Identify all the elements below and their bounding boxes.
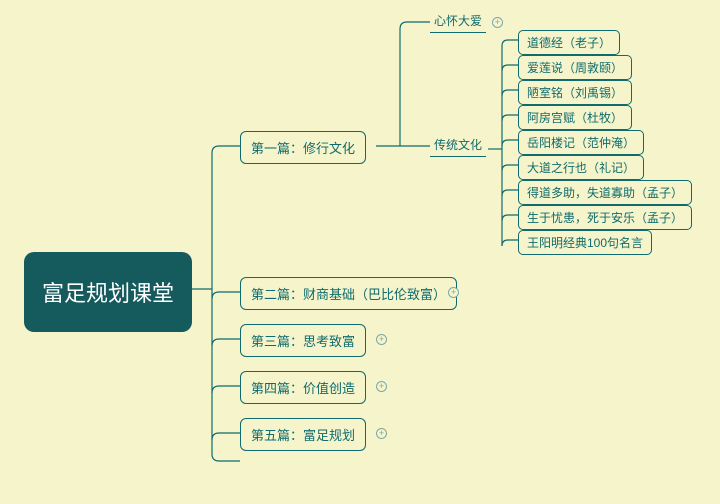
level1-node-0[interactable]: 第一篇：修行文化 [240, 131, 366, 164]
expand-icon[interactable]: + [448, 287, 459, 298]
level1-node-1[interactable]: 第二篇：财商基础（巴比伦致富） [240, 277, 457, 310]
leaf-node[interactable]: 岳阳楼记（范仲淹） [518, 130, 644, 155]
leaf-label: 岳阳楼记（范仲淹） [527, 136, 635, 150]
leaf-node[interactable]: 爱莲说（周敦颐） [518, 55, 632, 80]
level1-node-3[interactable]: 第四篇：价值创造 [240, 371, 366, 404]
level1-node-2[interactable]: 第三篇：思考致富 [240, 324, 366, 357]
expand-icon[interactable]: + [376, 381, 387, 392]
leaf-node[interactable]: 大道之行也（礼记） [518, 155, 644, 180]
level1-label: 第一篇：修行文化 [251, 138, 355, 157]
level1-label: 第二篇：财商基础（巴比伦致富） [251, 284, 446, 303]
leaf-label: 大道之行也（礼记） [527, 161, 635, 175]
leaf-label: 阿房宫赋（杜牧） [527, 111, 623, 125]
leaf-label: 道德经（老子） [527, 36, 611, 50]
root-label: 富足规划课堂 [42, 276, 174, 308]
leaf-label: 得道多助，失道寡助（孟子） [527, 186, 683, 200]
level1-label: 第三篇：思考致富 [251, 331, 355, 350]
expand-icon[interactable]: + [376, 428, 387, 439]
leaf-label: 陋室铭（刘禹锡） [527, 86, 623, 100]
leaf-node[interactable]: 陋室铭（刘禹锡） [518, 80, 632, 105]
level2-node-1[interactable]: 传统文化 [430, 134, 486, 157]
leaf-node[interactable]: 生于忧患，死于安乐（孟子） [518, 205, 692, 230]
level1-label: 第五篇：富足规划 [251, 425, 355, 444]
leaf-label: 王阳明经典100句名言 [527, 236, 643, 250]
leaf-node[interactable]: 阿房宫赋（杜牧） [518, 105, 632, 130]
level1-node-4[interactable]: 第五篇：富足规划 [240, 418, 366, 451]
level2-label: 传统文化 [434, 138, 482, 152]
level1-label: 第四篇：价值创造 [251, 378, 355, 397]
leaf-node[interactable]: 得道多助，失道寡助（孟子） [518, 180, 692, 205]
expand-icon[interactable]: + [376, 334, 387, 345]
root-node[interactable]: 富足规划课堂 [24, 252, 192, 332]
leaf-label: 生于忧患，死于安乐（孟子） [527, 211, 683, 225]
leaf-node[interactable]: 王阳明经典100句名言 [518, 230, 652, 255]
level2-node-0[interactable]: 心怀大爱 [430, 10, 486, 33]
level2-label: 心怀大爱 [434, 14, 482, 28]
expand-icon[interactable]: + [492, 17, 503, 28]
leaf-label: 爱莲说（周敦颐） [527, 61, 623, 75]
leaf-node[interactable]: 道德经（老子） [518, 30, 620, 55]
